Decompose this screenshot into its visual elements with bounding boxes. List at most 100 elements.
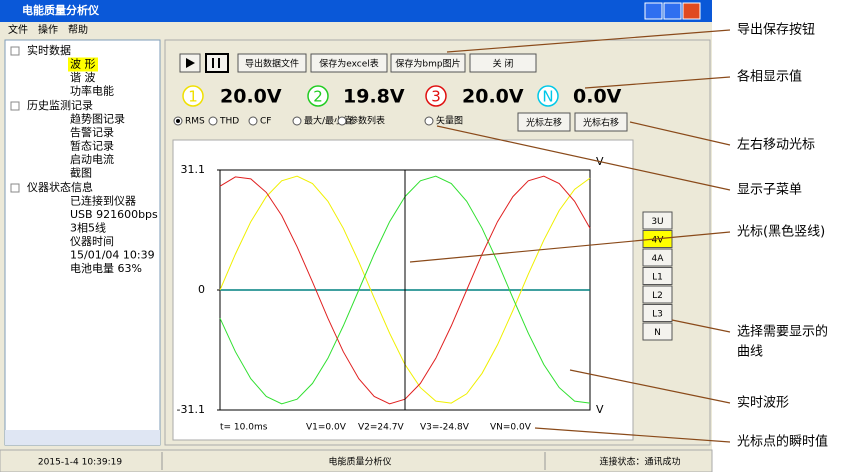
callout-line <box>584 76 731 89</box>
curve-button-label: L3 <box>652 310 663 320</box>
tree-item[interactable]: 截图 <box>70 166 92 180</box>
minimize-button[interactable] <box>644 2 663 20</box>
play-icon <box>186 58 195 68</box>
tree-item[interactable]: 功率电能 <box>70 84 114 98</box>
callout-line <box>446 29 731 53</box>
cursor-button-label: 光标左移 <box>526 117 562 129</box>
cursor-button-label: 光标右移 <box>583 117 619 129</box>
y-tick-label: 0 <box>198 283 205 296</box>
curve-button-label: L2 <box>652 291 663 301</box>
status-text: 2015-1-4 10:39:19 <box>38 458 122 468</box>
callout-line <box>534 427 731 443</box>
tree-item[interactable]: 15/01/04 10:39 <box>70 249 155 262</box>
curve-button[interactable] <box>642 211 673 230</box>
cursor-button[interactable] <box>517 112 571 132</box>
close-button[interactable] <box>682 2 701 20</box>
status-text: 连接状态：通讯成功 <box>599 456 680 468</box>
callout-text: 选择需要显示的 <box>737 324 828 340</box>
maximize-button[interactable] <box>663 2 682 20</box>
status-bar <box>0 449 713 472</box>
phase-label: 3 <box>431 88 441 106</box>
radio[interactable] <box>208 116 218 126</box>
phase-label: 2 <box>313 88 323 106</box>
curve-button[interactable] <box>642 304 673 322</box>
tree-item[interactable]: 仪器时间 <box>70 235 114 248</box>
toolbar-button[interactable] <box>310 53 388 73</box>
callout-line <box>671 319 731 333</box>
tree-item[interactable]: USB 921600bps <box>70 208 158 221</box>
tree-item[interactable]: 启动电流 <box>70 152 114 166</box>
tree-item[interactable]: 电池电量 63% <box>70 262 142 275</box>
curve-button[interactable] <box>642 248 673 267</box>
tree-item[interactable]: 谐 波 <box>70 70 96 84</box>
title-bar <box>0 0 712 22</box>
tree-item[interactable]: 暂态记录 <box>70 140 114 153</box>
radio[interactable] <box>337 116 347 126</box>
callout-text: 曲线 <box>737 345 763 360</box>
toolbar-button-label: 保存为excel表 <box>319 58 379 70</box>
pause-button[interactable] <box>205 53 229 73</box>
toolbar-button[interactable] <box>390 53 466 73</box>
menu-item[interactable]: 操作 <box>38 23 58 36</box>
phase-value: 20.0V <box>220 86 282 108</box>
tree-item[interactable]: 波 形 <box>70 58 96 71</box>
tree-item[interactable]: 趋势图记录 <box>70 113 125 126</box>
y-unit: V <box>596 403 604 416</box>
tree-group[interactable]: 仪器状态信息 <box>27 180 93 194</box>
radio-label: CF <box>260 117 271 127</box>
radio-label: THD <box>219 117 239 127</box>
callout-text: 光标点的瞬时值 <box>737 434 828 450</box>
tree-expander[interactable] <box>10 101 20 111</box>
radio-dot <box>176 119 180 123</box>
toolbar-button-label: 保存为bmp图片 <box>395 58 460 70</box>
toolbar-button[interactable] <box>469 53 537 73</box>
tree-item[interactable]: 3相5线 <box>70 221 106 235</box>
menu-item[interactable]: 文件 <box>8 23 28 36</box>
y-tick-label: -31.1 <box>177 403 205 416</box>
toolbar-button[interactable] <box>237 53 307 73</box>
curve-button[interactable] <box>642 267 673 285</box>
tree-item[interactable]: 已连接到仪器 <box>70 195 136 208</box>
tree-group[interactable]: 实时数据 <box>27 43 71 57</box>
curve-button-label: 3U <box>651 217 663 227</box>
callout-text: 显示子菜单 <box>737 183 802 198</box>
curve-button[interactable] <box>642 285 673 304</box>
curve-button-label: 4A <box>652 254 665 264</box>
phase-label: 1 <box>188 88 198 106</box>
callout-text: 实时波形 <box>737 396 789 411</box>
radio[interactable] <box>248 116 258 126</box>
callout-line <box>629 121 731 146</box>
callout-line <box>569 369 731 404</box>
menu-item[interactable]: 帮助 <box>68 23 88 36</box>
tree-selection <box>68 57 98 72</box>
callout-text: 光标(黑色竖线) <box>737 224 825 240</box>
phase-value: 20.0V <box>462 86 524 108</box>
phase-badge <box>182 85 204 107</box>
toolbar-button-label: 关 闭 <box>493 58 514 70</box>
cursor-reading: V2=24.7V <box>358 423 404 433</box>
phase-label: N <box>542 88 553 106</box>
tree-group[interactable]: 历史监测记录 <box>27 99 93 112</box>
phase-badge <box>425 85 447 107</box>
tree-expander[interactable] <box>10 183 20 193</box>
phase-value: 0.0V <box>573 86 622 108</box>
radio[interactable] <box>424 116 434 126</box>
curve-button-label: N <box>654 328 661 338</box>
cursor-reading: V1=0.0V <box>306 423 347 433</box>
tree-expander[interactable] <box>10 46 20 56</box>
callout-line <box>409 231 731 263</box>
tree-item[interactable]: 告警记录 <box>70 125 114 139</box>
radio-label: 矢量图 <box>436 115 463 127</box>
cursor-button[interactable] <box>574 112 628 132</box>
curve-button[interactable] <box>642 322 673 341</box>
tree-scrollbar <box>5 430 160 445</box>
status-text: 电能质量分析仪 <box>328 456 391 468</box>
toolbar-button-label: 导出数据文件 <box>245 58 299 70</box>
radio-label: RMS <box>185 117 205 127</box>
window-title: 电能质量分析仪 <box>22 3 100 17</box>
callout-text: 导出保存按钮 <box>737 23 815 38</box>
radio[interactable] <box>292 116 302 126</box>
radio-label: 参数列表 <box>349 115 385 127</box>
